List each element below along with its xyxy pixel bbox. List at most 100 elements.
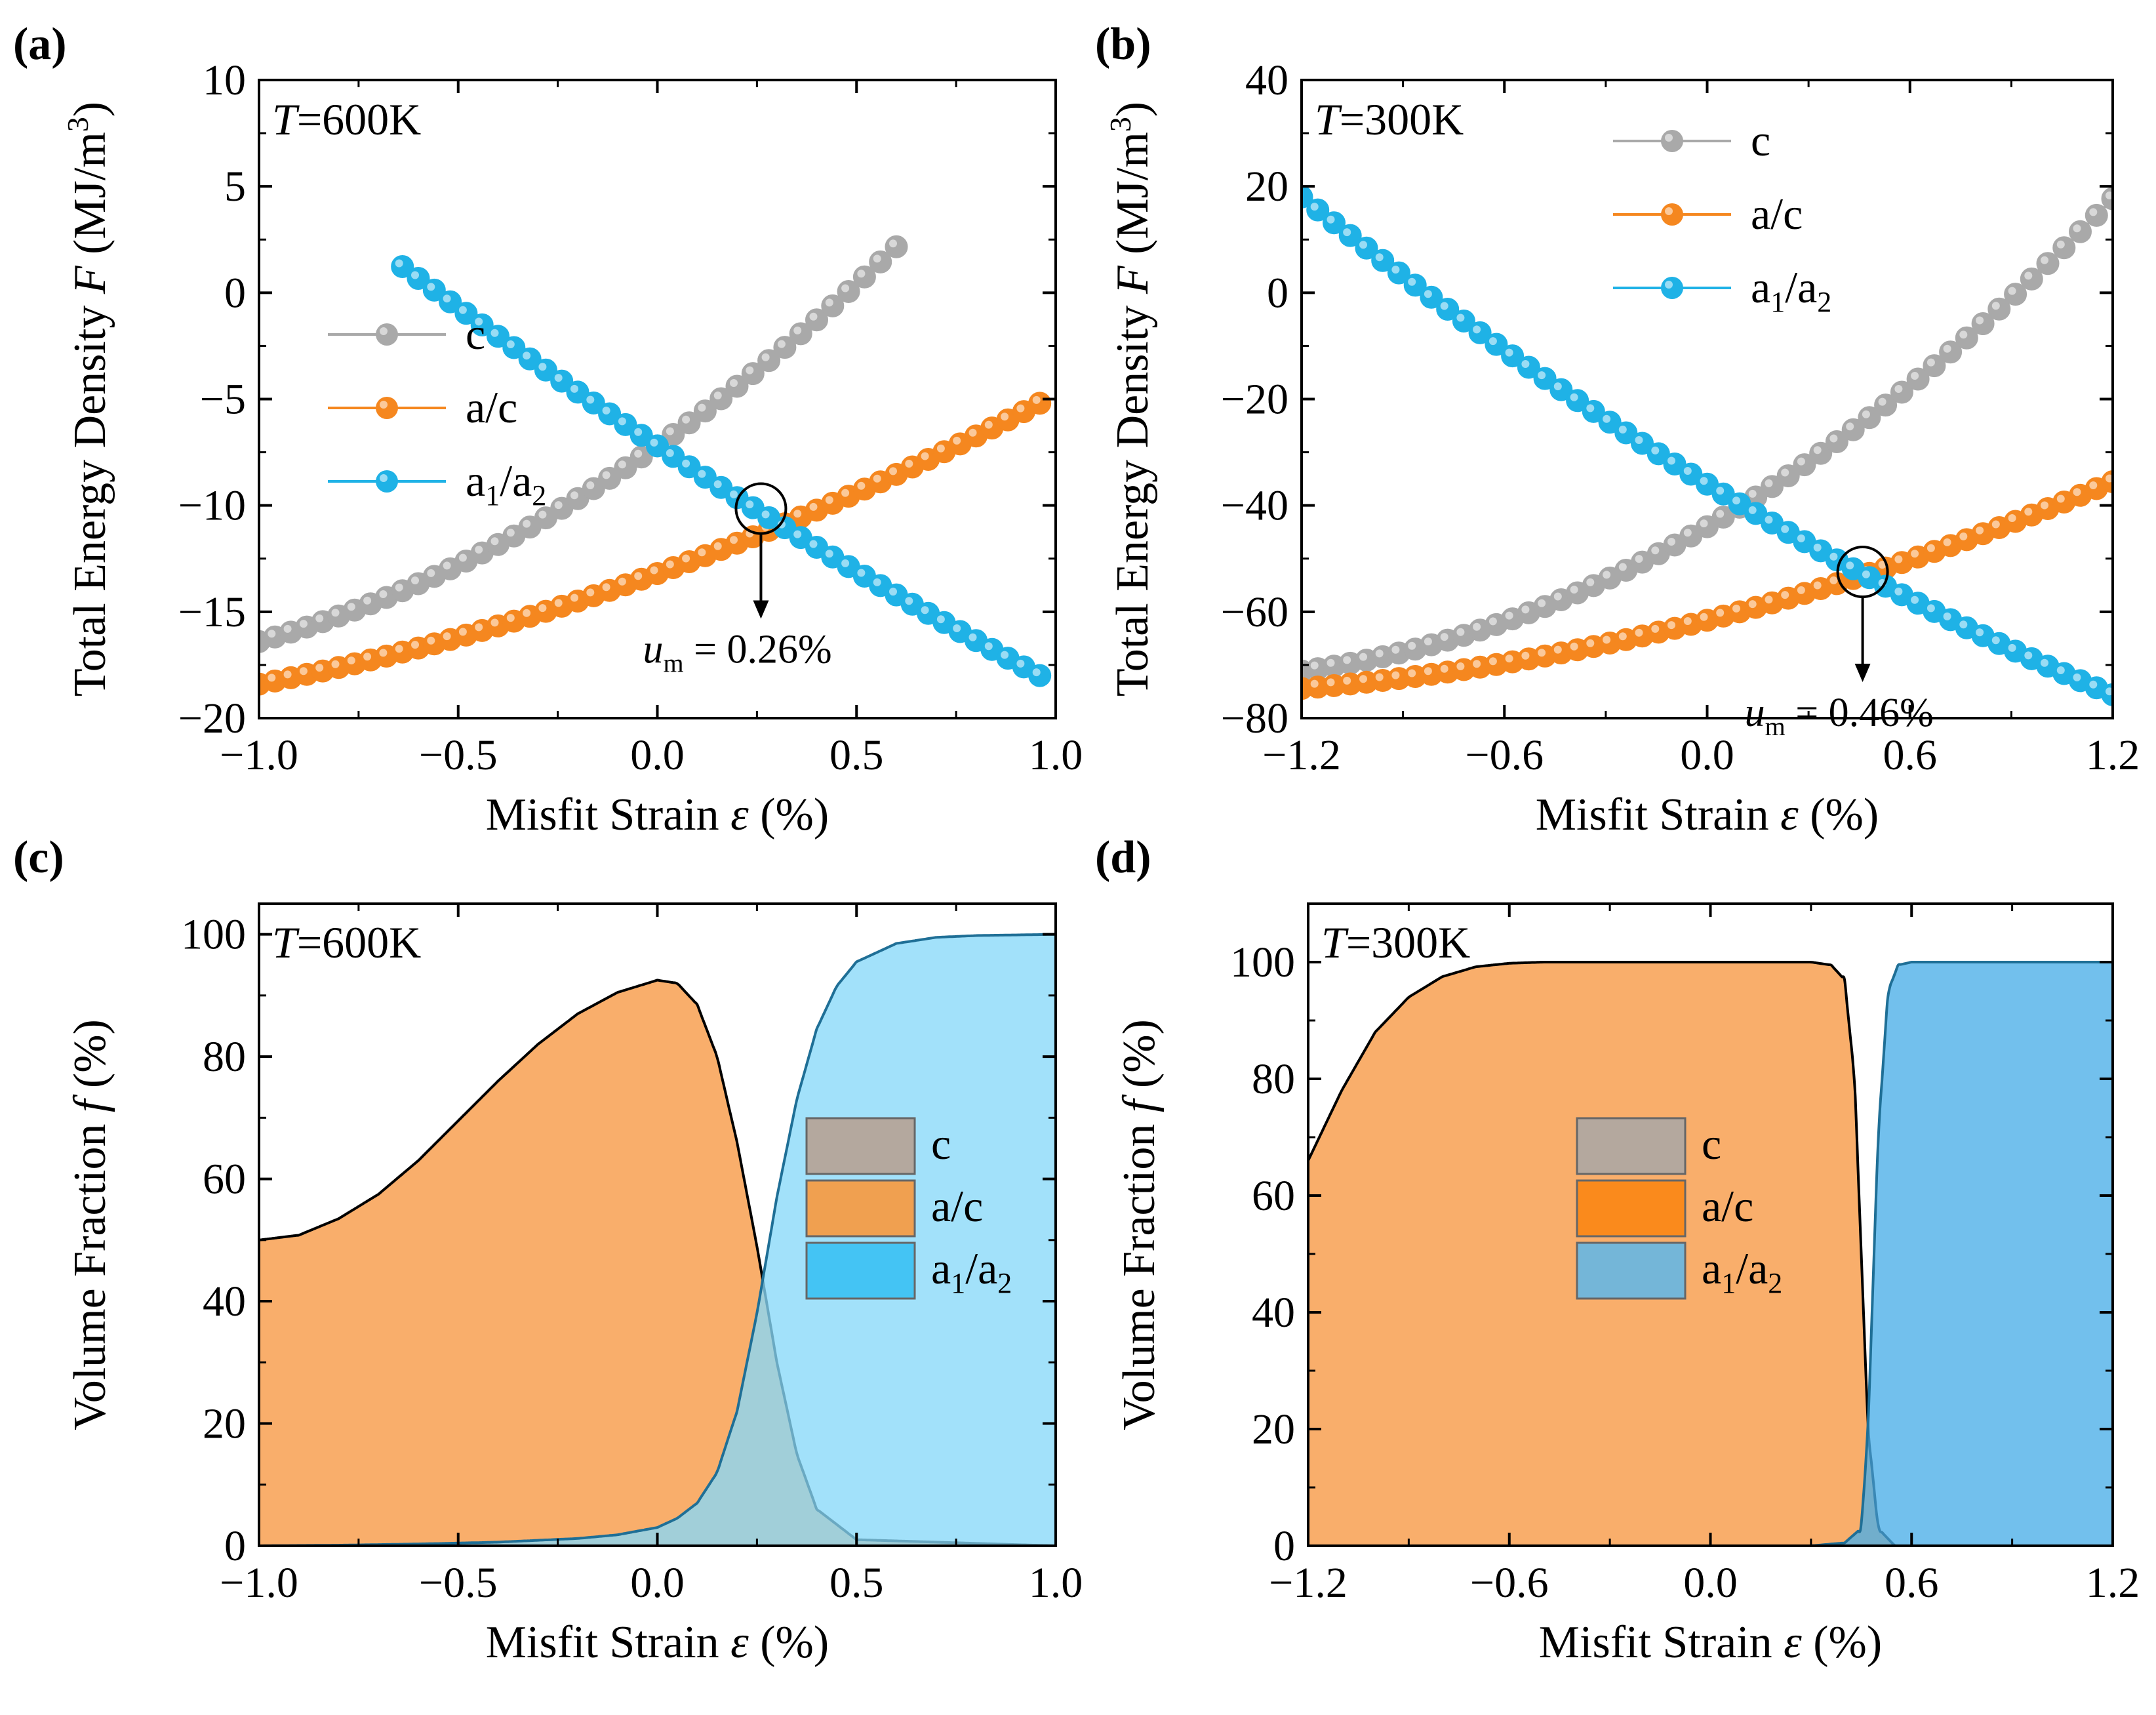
data-point-highlight bbox=[809, 312, 818, 321]
data-point-highlight bbox=[1748, 489, 1757, 498]
data-point-highlight bbox=[730, 490, 738, 498]
data-point-highlight bbox=[1032, 668, 1041, 677]
y-tick-label: −5 bbox=[200, 376, 246, 424]
data-point-highlight bbox=[1488, 617, 1497, 626]
x-tick-label: −0.5 bbox=[419, 1559, 498, 1607]
data-point-highlight bbox=[1635, 436, 1643, 444]
x-tick-label: −1.0 bbox=[220, 731, 298, 779]
data-point-highlight bbox=[490, 329, 499, 337]
data-point-highlight bbox=[2056, 494, 2065, 503]
panel-label: (c) bbox=[13, 832, 64, 883]
data-point-highlight bbox=[331, 609, 340, 617]
series-a1-a2 bbox=[1302, 185, 2113, 706]
data-point-highlight bbox=[698, 403, 706, 412]
data-point-highlight bbox=[1991, 302, 2000, 310]
data-point-highlight bbox=[490, 618, 499, 627]
legend-label: a/c bbox=[1751, 189, 1803, 239]
series-line bbox=[259, 245, 898, 643]
data-point-highlight bbox=[1700, 613, 1708, 621]
data-point-highlight bbox=[984, 420, 993, 429]
legend-label: c bbox=[931, 1119, 951, 1169]
data-point-highlight bbox=[1765, 515, 1773, 524]
series-line bbox=[1302, 480, 2113, 690]
data-point-highlight bbox=[1424, 290, 1432, 298]
data-point-highlight bbox=[554, 599, 563, 607]
data-point-highlight bbox=[2008, 643, 2016, 652]
plot-area bbox=[259, 933, 1056, 1546]
data-point-highlight bbox=[379, 590, 388, 598]
series-a1-a2 bbox=[391, 255, 1052, 687]
data-point-highlight bbox=[1829, 434, 1838, 443]
data-point-highlight bbox=[1732, 496, 1740, 505]
y-tick-label: 20 bbox=[1252, 1405, 1295, 1453]
data-point-highlight bbox=[634, 572, 643, 580]
y-tick-label: 40 bbox=[1245, 56, 1288, 104]
data-point-highlight bbox=[2106, 192, 2113, 199]
x-tick-label: 0.0 bbox=[1680, 731, 1734, 779]
data-point-highlight bbox=[1570, 393, 1578, 401]
data-point-highlight bbox=[1440, 664, 1448, 673]
data-point-highlight bbox=[1911, 550, 1919, 558]
data-point-highlight bbox=[1473, 660, 1481, 668]
x-tick-label: 1.0 bbox=[1029, 731, 1083, 779]
x-tick-label: −1.2 bbox=[1262, 731, 1341, 779]
data-point-highlight bbox=[523, 609, 531, 617]
data-point-highlight bbox=[1408, 641, 1416, 650]
legend-marker-highlight bbox=[1665, 134, 1673, 142]
data-point-highlight bbox=[1846, 422, 1854, 431]
y-tick-label: −40 bbox=[1221, 482, 1288, 530]
data-point-highlight bbox=[1488, 657, 1497, 666]
legend-marker bbox=[376, 397, 398, 419]
legend: c a/c a1/a2 bbox=[328, 309, 546, 512]
data-point-highlight bbox=[1911, 372, 1919, 380]
data-point-highlight bbox=[713, 542, 722, 550]
legend-label: c bbox=[1751, 115, 1770, 165]
data-point-highlight bbox=[1391, 645, 1400, 654]
data-point-highlight bbox=[1473, 622, 1481, 631]
data-point-highlight bbox=[586, 588, 595, 597]
panel-d: −1.2 −0.6 0.0 0.6 1.2 0 20 40 60 80 100 Misfit Stra… bbox=[1095, 832, 2140, 1668]
data-point-highlight bbox=[1586, 578, 1595, 586]
x-tick-label: 0.6 bbox=[1885, 1559, 1939, 1607]
y-tick-label: 0 bbox=[224, 1522, 246, 1570]
data-point-highlight bbox=[1797, 534, 1805, 542]
annotation-arrow-head bbox=[1854, 664, 1871, 683]
data-point-highlight bbox=[650, 566, 658, 575]
data-point-highlight bbox=[1359, 653, 1367, 661]
data-point-highlight bbox=[618, 417, 626, 426]
data-point-highlight bbox=[1926, 358, 1935, 367]
data-point-highlight bbox=[1683, 617, 1692, 625]
x-axis-title: Misfit Strain ε (%) bbox=[486, 790, 829, 840]
panel-c: −1.0 −0.5 0.0 0.5 1.0 0 20 40 60 80 100 Misfit Stra… bbox=[13, 832, 1083, 1668]
data-point-highlight bbox=[427, 569, 435, 577]
series-line bbox=[1302, 197, 2113, 672]
data-point-highlight bbox=[1310, 661, 1319, 670]
data-point-highlight bbox=[1911, 595, 1919, 604]
data-point-highlight bbox=[268, 630, 276, 638]
plot-area bbox=[259, 235, 1052, 696]
legend-swatch bbox=[805, 1241, 916, 1300]
y-tick-label: 60 bbox=[203, 1156, 246, 1203]
data-point-highlight bbox=[698, 470, 706, 478]
data-point-highlight bbox=[713, 480, 722, 489]
data-point-highlight bbox=[570, 491, 578, 500]
panel-label: (a) bbox=[13, 19, 67, 70]
data-point-highlight bbox=[427, 636, 435, 645]
data-point-highlight bbox=[1813, 581, 1822, 590]
data-point-highlight bbox=[1991, 636, 2000, 645]
y-tick-label: −15 bbox=[178, 588, 246, 636]
data-point-highlight bbox=[1976, 526, 1984, 535]
data-point-highlight bbox=[1651, 624, 1660, 633]
data-point-highlight bbox=[554, 374, 563, 382]
data-point-highlight bbox=[984, 642, 993, 651]
data-point-highlight bbox=[1862, 410, 1870, 418]
data-point-highlight bbox=[602, 407, 610, 414]
y-axis-title: Volume Fraction f (%) bbox=[1114, 1019, 1165, 1430]
x-axis-title: Misfit Strain ε (%) bbox=[1539, 1617, 1882, 1668]
data-point-highlight bbox=[395, 645, 403, 653]
legend-label: a1/a2 bbox=[1702, 1243, 1782, 1299]
data-point-highlight bbox=[1618, 563, 1627, 571]
data-point-highlight bbox=[283, 670, 292, 679]
data-point-highlight bbox=[1570, 642, 1578, 651]
legend-label: a/c bbox=[466, 382, 517, 432]
